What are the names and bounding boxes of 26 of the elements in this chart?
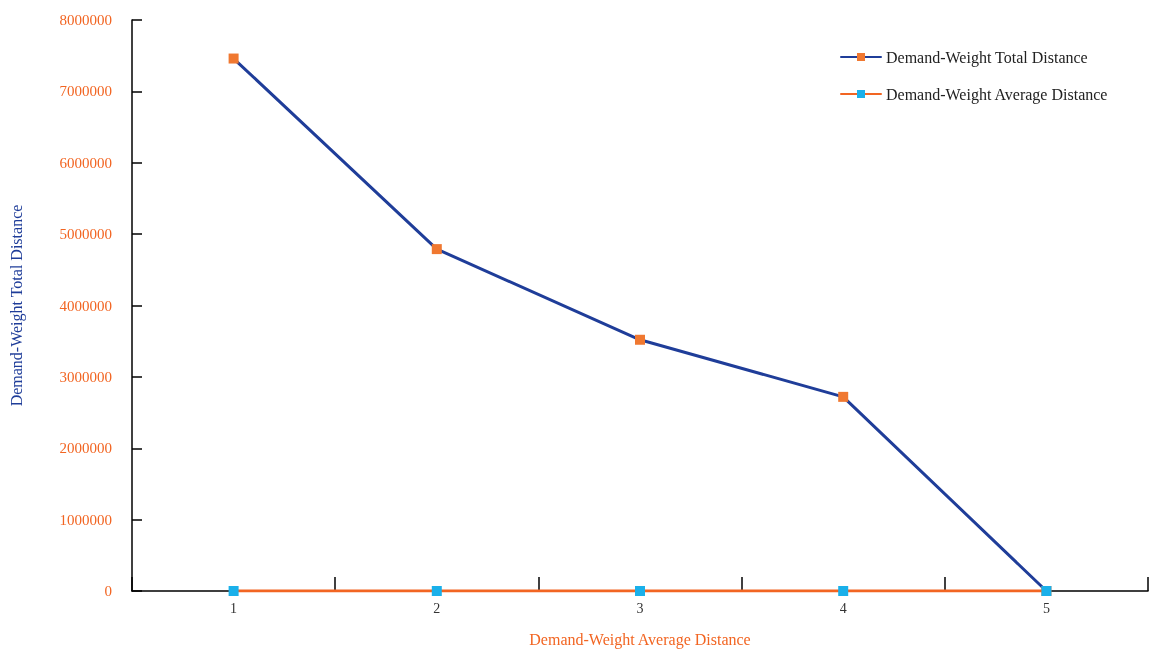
y-tick-label: 2000000: [59, 440, 112, 457]
x-tick-label: 4: [839, 600, 847, 616]
x-tick-label: 3: [636, 600, 644, 616]
y-tick-label: 1000000: [59, 511, 112, 528]
legend-label: Demand-Weight Total Distance: [886, 48, 1088, 67]
y-tick-label: 6000000: [59, 154, 112, 171]
x-tick-label: 5: [1042, 600, 1050, 616]
y-tick-label: 3000000: [59, 368, 112, 385]
x-axis-title: Demand-Weight Average Distance: [529, 630, 751, 649]
point: [431, 586, 442, 596]
point: [838, 391, 849, 402]
y-tick-label: 8000000: [59, 12, 112, 28]
point: [431, 244, 442, 255]
point: [838, 586, 849, 596]
y-tick-label: 4000000: [59, 297, 112, 314]
y-tick-label: 5000000: [59, 226, 112, 243]
x-tick-label: 1: [230, 600, 238, 616]
legend-label: Demand-Weight Average Distance: [886, 85, 1108, 104]
point: [635, 586, 645, 596]
y-tick-label: 0: [104, 583, 112, 599]
point: [635, 334, 645, 345]
y-axis-title: Demand-Weight Total Distance: [7, 204, 26, 407]
point: [228, 53, 239, 64]
point: [228, 586, 239, 596]
x-tick-label: 2: [433, 600, 441, 616]
y-tick-label: 7000000: [59, 83, 112, 100]
